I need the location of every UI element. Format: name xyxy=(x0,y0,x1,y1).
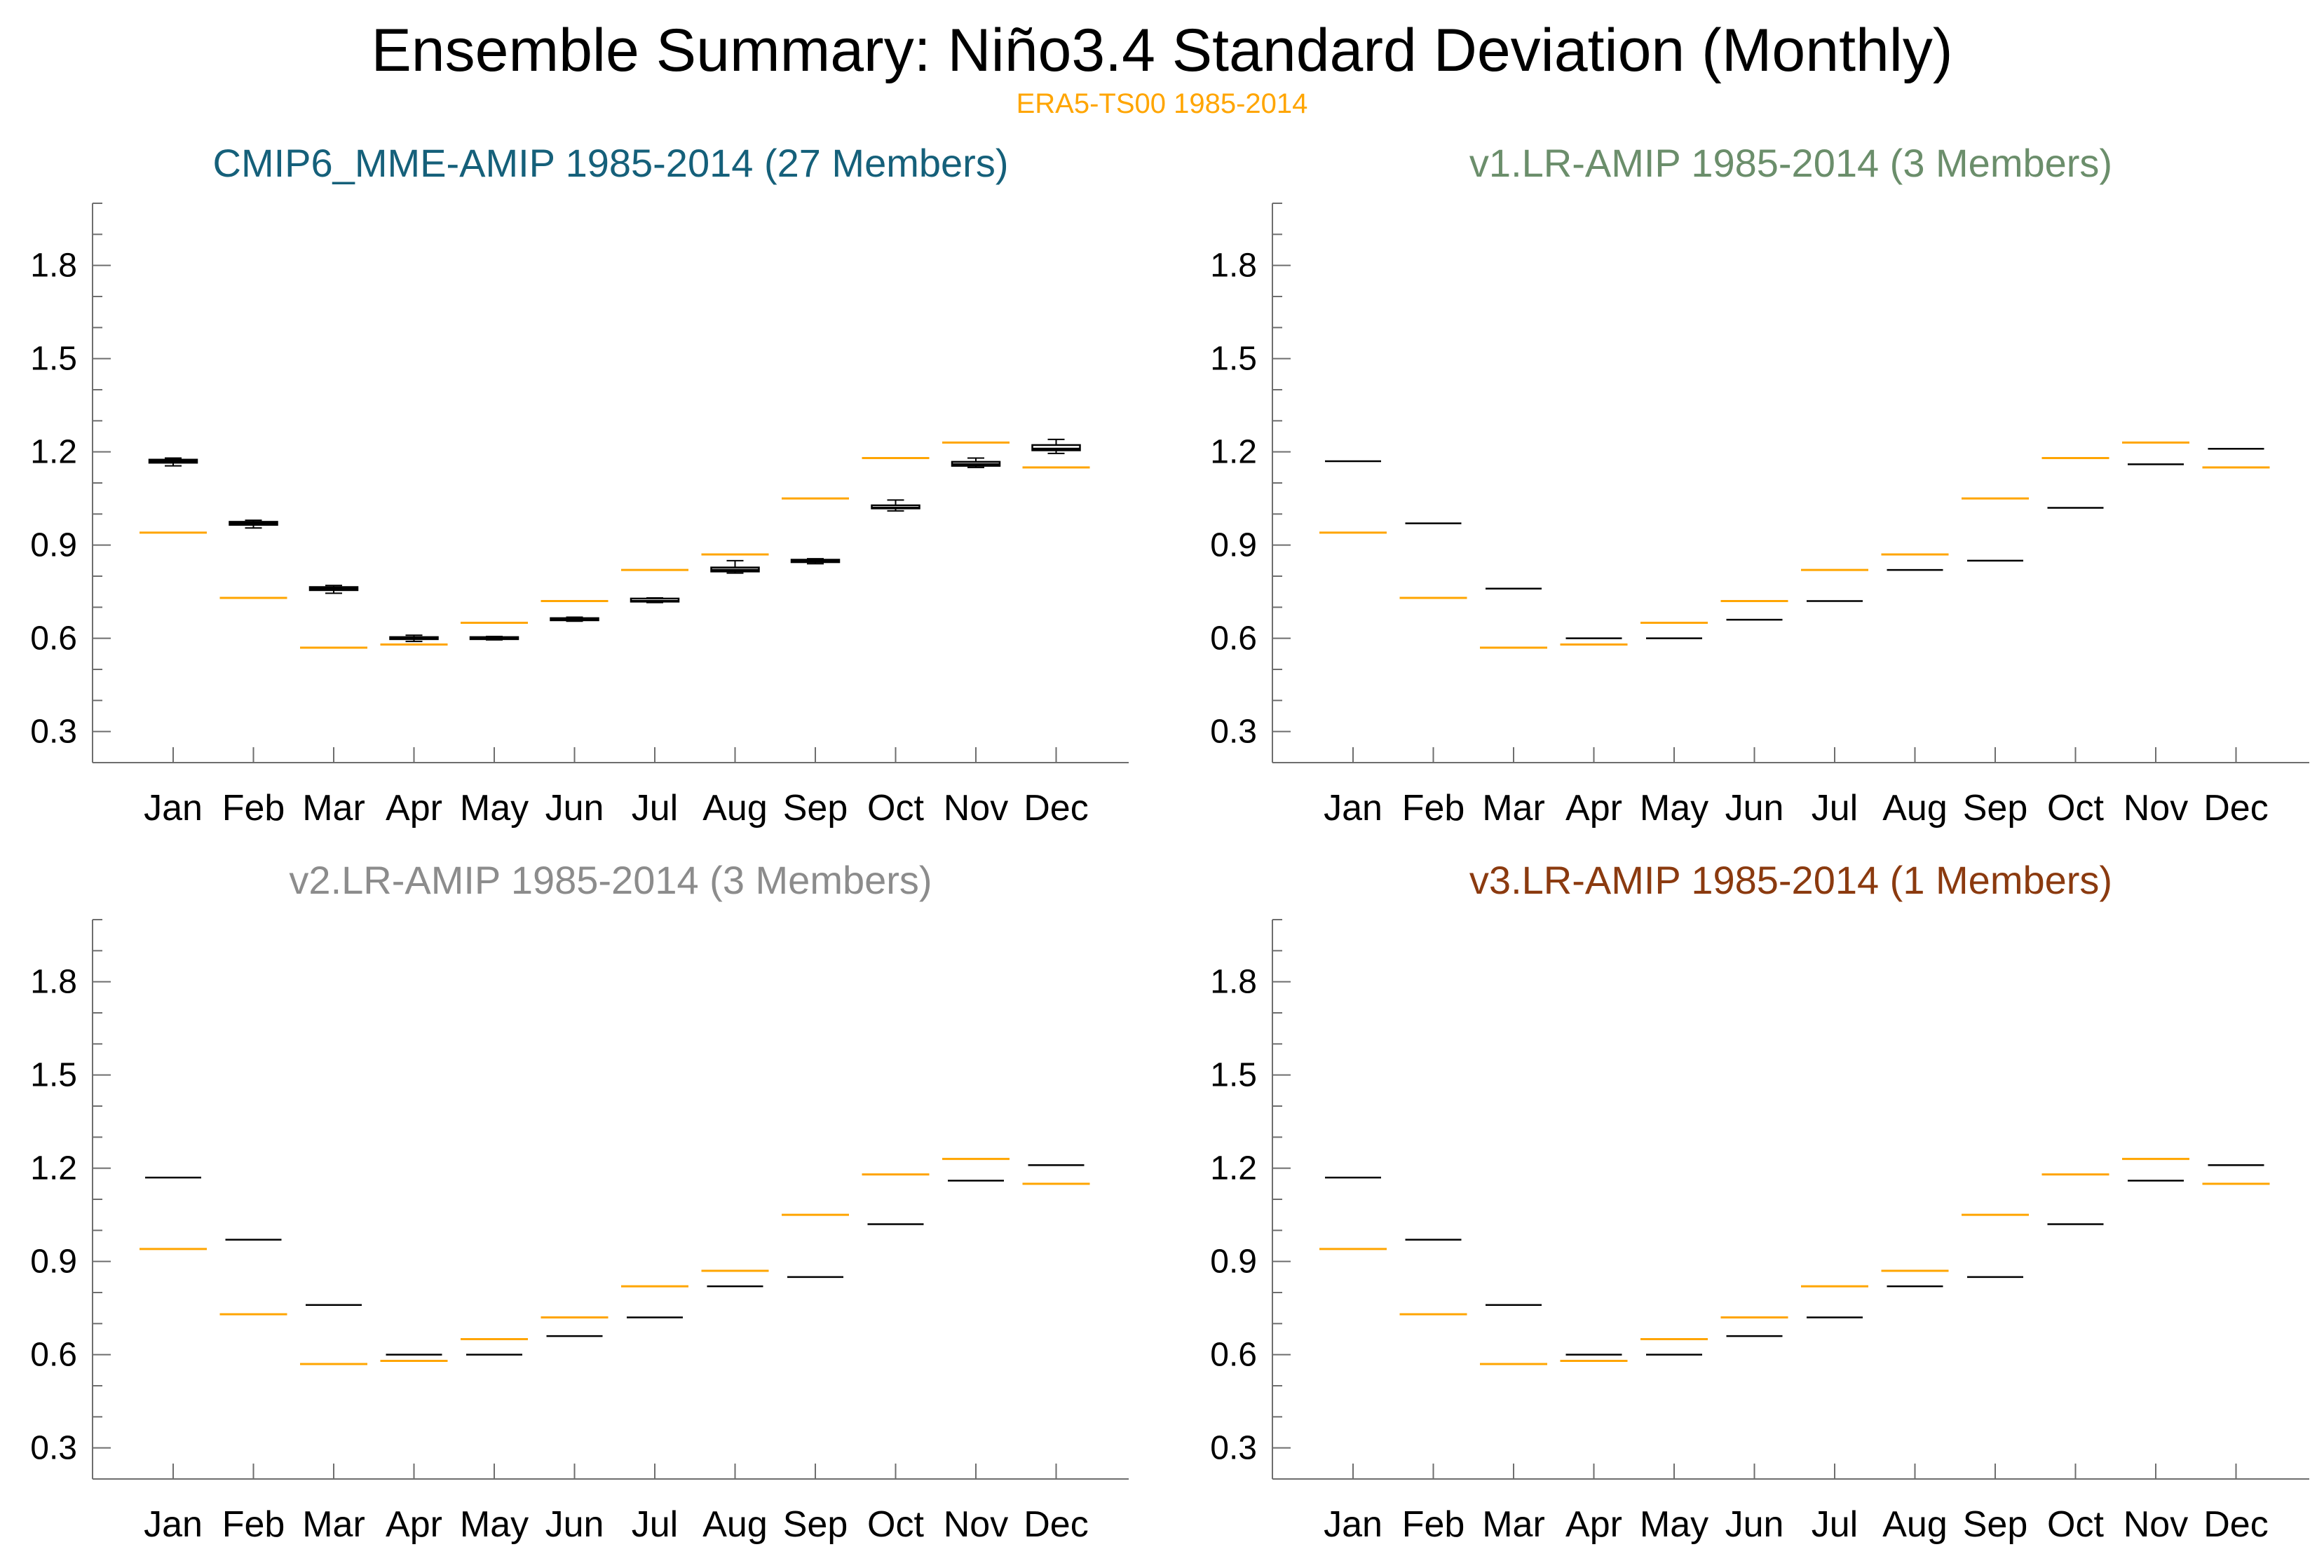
x-tick-label: Jun xyxy=(1725,788,1784,829)
x-tick-label: Mar xyxy=(302,788,365,829)
x-tick-label: Dec xyxy=(2203,788,2268,829)
x-tick-label: Aug xyxy=(1882,788,1948,829)
panel-title: v2.LR-AMIP 1985-2014 (3 Members) xyxy=(289,858,932,902)
y-tick-label: 0.6 xyxy=(1210,1337,1257,1374)
x-tick-label: Oct xyxy=(867,788,924,829)
y-tick-label: 0.6 xyxy=(1210,620,1257,657)
x-tick-label: Jun xyxy=(1725,1504,1784,1545)
x-tick-label: Nov xyxy=(2123,1504,2188,1545)
x-tick-label: Nov xyxy=(944,1504,1008,1545)
x-tick-label: Dec xyxy=(2203,1504,2268,1545)
y-tick-label: 0.3 xyxy=(30,1430,77,1467)
panel-title: v3.LR-AMIP 1985-2014 (1 Members) xyxy=(1469,858,2112,902)
x-tick-label: Sep xyxy=(783,1504,848,1545)
x-tick-label: Feb xyxy=(222,788,285,829)
x-tick-label: May xyxy=(460,1504,529,1545)
x-tick-label: Apr xyxy=(1565,1504,1622,1545)
x-tick-label: May xyxy=(1640,1504,1708,1545)
x-tick-label: May xyxy=(1640,788,1708,829)
y-tick-label: 1.2 xyxy=(30,434,77,471)
x-tick-label: Aug xyxy=(702,788,768,829)
y-tick-label: 1.8 xyxy=(30,247,77,285)
x-tick-label: Apr xyxy=(386,1504,442,1545)
y-tick-label: 1.5 xyxy=(30,341,77,378)
y-tick-label: 0.6 xyxy=(30,1337,77,1374)
x-tick-label: Jul xyxy=(632,788,678,829)
x-tick-label: Jun xyxy=(545,788,604,829)
y-tick-label: 0.3 xyxy=(1210,714,1257,751)
x-tick-label: Oct xyxy=(2047,1504,2104,1545)
x-tick-label: Jan xyxy=(144,1504,203,1545)
y-tick-label: 1.2 xyxy=(1210,434,1257,471)
model-box xyxy=(1031,444,1081,451)
y-tick-label: 0.3 xyxy=(1210,1430,1257,1467)
y-tick-label: 0.9 xyxy=(1210,527,1257,564)
x-tick-label: Oct xyxy=(2047,788,2104,829)
x-tick-label: Jan xyxy=(1324,788,1382,829)
x-tick-label: Mar xyxy=(302,1504,365,1545)
y-tick-label: 0.9 xyxy=(30,527,77,564)
x-tick-label: Jul xyxy=(632,1504,678,1545)
y-tick-label: 1.2 xyxy=(30,1150,77,1187)
x-tick-label: Aug xyxy=(702,1504,768,1545)
x-tick-label: Dec xyxy=(1024,788,1088,829)
y-tick-label: 1.8 xyxy=(30,964,77,1001)
panel-title: CMIP6_MME-AMIP 1985-2014 (27 Members) xyxy=(213,141,1009,185)
x-tick-label: Nov xyxy=(944,788,1008,829)
y-tick-label: 1.5 xyxy=(1210,1057,1257,1094)
figure-subtitle: ERA5-TS00 1985-2014 xyxy=(1016,88,1308,119)
x-tick-label: Jul xyxy=(1812,788,1858,829)
x-tick-label: Nov xyxy=(2123,788,2188,829)
x-tick-label: Apr xyxy=(1565,788,1622,829)
x-tick-label: Sep xyxy=(783,788,848,829)
y-tick-label: 1.5 xyxy=(30,1057,77,1094)
x-tick-label: Oct xyxy=(867,1504,924,1545)
chart-panel-3: v2.LR-AMIP 1985-2014 (3 Members) 0.3 0.6 0.… xyxy=(30,858,1129,1545)
y-tick-label: 1.8 xyxy=(1210,964,1257,1001)
x-tick-label: Dec xyxy=(1024,1504,1088,1545)
x-tick-label: Feb xyxy=(1402,788,1465,829)
x-tick-label: Jul xyxy=(1812,1504,1858,1545)
y-tick-label: 0.6 xyxy=(30,620,77,657)
figure-title: Ensemble Summary: Niño3.4 Standard Devia… xyxy=(371,17,1953,84)
x-tick-label: Jan xyxy=(144,788,203,829)
x-tick-label: Jan xyxy=(1324,1504,1382,1545)
x-tick-label: Mar xyxy=(1482,788,1545,829)
y-tick-label: 0.9 xyxy=(1210,1243,1257,1281)
y-tick-label: 0.3 xyxy=(30,714,77,751)
chart-panel-1: CMIP6_MME-AMIP 1985-2014 (27 Members) 0.3… xyxy=(30,141,1129,829)
x-tick-label: Sep xyxy=(1963,788,2028,829)
x-tick-label: Feb xyxy=(222,1504,285,1545)
y-tick-label: 1.8 xyxy=(1210,247,1257,285)
x-tick-label: Sep xyxy=(1963,1504,2028,1545)
y-tick-label: 0.9 xyxy=(30,1243,77,1281)
x-tick-label: Feb xyxy=(1402,1504,1465,1545)
x-tick-label: Jun xyxy=(545,1504,604,1545)
x-tick-label: Aug xyxy=(1882,1504,1948,1545)
x-tick-label: Mar xyxy=(1482,1504,1545,1545)
panel-title: v1.LR-AMIP 1985-2014 (3 Members) xyxy=(1469,141,2112,185)
x-tick-label: Apr xyxy=(386,788,442,829)
y-tick-label: 1.5 xyxy=(1210,341,1257,378)
chart-panel-2: v1.LR-AMIP 1985-2014 (3 Members) 0.3 0.6 0.… xyxy=(1210,141,2309,829)
chart-panel-4: v3.LR-AMIP 1985-2014 (1 Members) 0.3 0.6 0.… xyxy=(1210,858,2309,1545)
x-tick-label: May xyxy=(460,788,529,829)
y-tick-label: 1.2 xyxy=(1210,1150,1257,1187)
